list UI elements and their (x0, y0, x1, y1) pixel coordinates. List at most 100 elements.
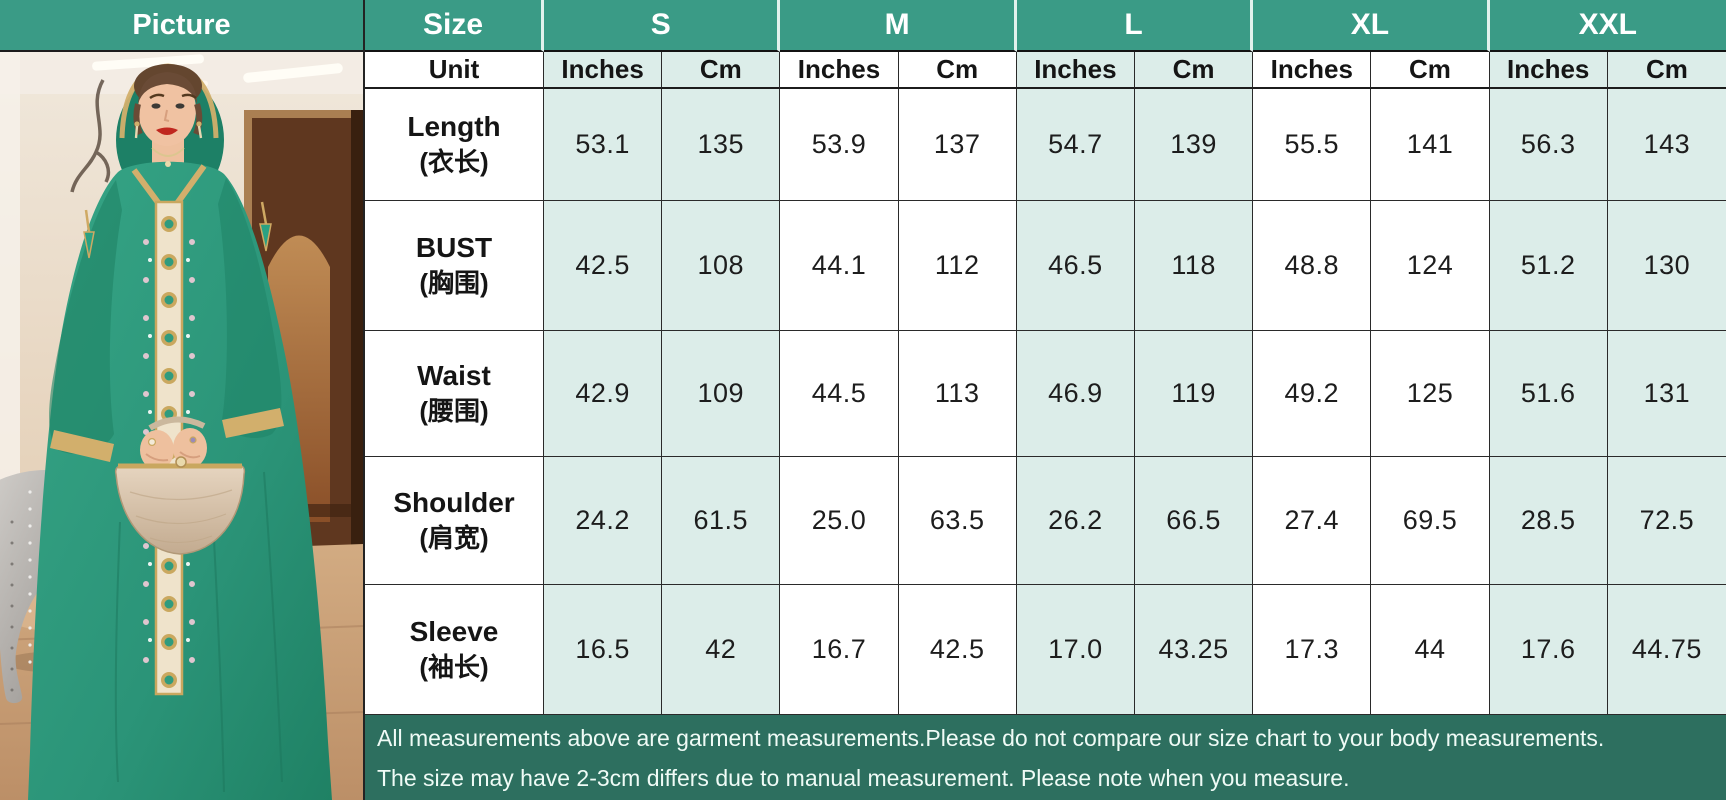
row-label-bust: BUST (胸围) (365, 201, 544, 331)
product-photo (0, 52, 363, 800)
value-cell: 17.3 (1284, 634, 1340, 664)
xxl-inches-header: Inches (1489, 52, 1608, 89)
product-photo-illustration (0, 52, 363, 800)
row-label-zh: (肩宽) (419, 522, 489, 553)
value-cell: 63.5 (929, 505, 985, 535)
sleeve-tassels (83, 201, 272, 259)
row-label-en: Length (407, 111, 501, 143)
value-cell: 24.2 (575, 505, 630, 535)
m-inches-header: Inches (780, 52, 899, 89)
value-cell: 46.9 (1048, 378, 1103, 408)
value-cell: 26.2 (1048, 505, 1103, 535)
value-cell: 69.5 (1402, 505, 1458, 535)
row-label-sleeve: Sleeve (袖长) (365, 585, 544, 715)
row-label-en: BUST (415, 232, 493, 264)
value-cell: 48.8 (1284, 250, 1340, 280)
clutch-bag (114, 456, 246, 555)
size-col-l: L (1016, 0, 1254, 52)
row-label-length: Length (衣长) (365, 89, 544, 201)
iron-wall-decor (70, 79, 111, 193)
unit-header: Unit (365, 52, 544, 89)
value-cell: 124 (1406, 250, 1454, 280)
value-cell: 135 (697, 129, 745, 159)
value-cell: 16.7 (811, 634, 867, 664)
note-line-1: All measurements above are garment measu… (377, 725, 1605, 751)
value-cell: 139 (1170, 129, 1217, 159)
necklace (151, 147, 185, 167)
value-cell: 112 (934, 250, 980, 280)
value-cell: 55.5 (1284, 129, 1340, 159)
row-label-en: Waist (417, 360, 491, 392)
xl-cm-header: Cm (1371, 52, 1490, 89)
picture-header: Picture (0, 0, 363, 52)
value-cell: 56.3 (1520, 129, 1576, 159)
value-cell: 130 (1643, 250, 1691, 280)
size-chart-table: Size S M L XL XXL Unit Inches Cm Inches … (363, 0, 1726, 800)
s-cm-header: Cm (662, 52, 781, 89)
row-label-zh: (胸围) (419, 267, 489, 298)
value-cell: 42.5 (575, 250, 630, 280)
value-cell: 17.6 (1520, 634, 1576, 664)
row-label-waist: Waist (腰围) (365, 331, 544, 457)
row-label-en: Sleeve (409, 616, 499, 648)
value-cell: 51.6 (1520, 378, 1576, 408)
row-label-zh: (衣长) (419, 146, 489, 177)
sleeve-fold-lines (114, 471, 283, 793)
value-cell: 72.5 (1639, 505, 1695, 535)
l-inches-header: Inches (1016, 52, 1135, 89)
picture-column: Picture (0, 0, 363, 800)
value-cell: 43.25 (1158, 634, 1229, 664)
value-cell: 141 (1406, 129, 1454, 159)
value-cell: 118 (1171, 250, 1216, 280)
size-col-m: M (780, 0, 1017, 52)
value-cell: 108 (697, 250, 745, 280)
value-cell: 131 (1643, 378, 1691, 408)
value-cell: 28.5 (1520, 505, 1576, 535)
xxl-cm-header: Cm (1607, 52, 1726, 89)
note-line-2: The size may have 2-3cm differs due to m… (377, 765, 1350, 791)
value-cell: 53.1 (575, 129, 630, 159)
row-label-en: Shoulder (393, 487, 515, 519)
value-cell: 42.5 (929, 634, 985, 664)
value-cell: 25.0 (811, 505, 867, 535)
sleeves (49, 178, 282, 455)
m-cm-header: Cm (898, 52, 1017, 89)
measurement-notes: All measurements above are garment measu… (365, 715, 1726, 800)
value-cell: 49.2 (1284, 378, 1340, 408)
value-cell: 53.9 (811, 129, 867, 159)
size-col-s: S (544, 0, 781, 52)
l-cm-header: Cm (1134, 52, 1254, 89)
value-cell: 44.1 (811, 250, 867, 280)
row-label-shoulder: Shoulder (肩宽) (365, 457, 544, 585)
value-cell: 109 (697, 378, 745, 408)
model-head (133, 64, 203, 146)
value-cell: 143 (1643, 129, 1691, 159)
value-cell: 42.9 (575, 378, 630, 408)
size-col-xxl: XXL (1489, 0, 1726, 52)
value-cell: 61.5 (693, 505, 749, 535)
row-label-zh: (袖长) (419, 651, 489, 682)
value-cell: 54.7 (1048, 129, 1103, 159)
hands (140, 416, 207, 470)
earrings (134, 121, 203, 139)
value-cell: 113 (934, 378, 980, 408)
value-cell: 51.2 (1520, 250, 1576, 280)
value-cell: 44.5 (811, 378, 867, 408)
value-cell: 137 (933, 129, 981, 159)
xl-inches-header: Inches (1253, 52, 1372, 89)
value-cell: 66.5 (1166, 505, 1221, 535)
gold-cuff-trim (50, 408, 284, 462)
value-cell: 44 (1414, 634, 1446, 664)
s-inches-header: Inches (544, 52, 663, 89)
row-label-zh: (腰围) (419, 395, 489, 426)
value-cell: 46.5 (1048, 250, 1103, 280)
value-cell: 17.0 (1048, 634, 1103, 664)
value-cell: 125 (1406, 378, 1454, 408)
model-figure (28, 63, 332, 800)
value-cell: 44.75 (1631, 634, 1702, 664)
value-cell: 119 (1171, 378, 1216, 408)
value-cell: 27.4 (1284, 505, 1340, 535)
value-cell: 42 (705, 634, 737, 664)
value-cell: 16.5 (575, 634, 630, 664)
